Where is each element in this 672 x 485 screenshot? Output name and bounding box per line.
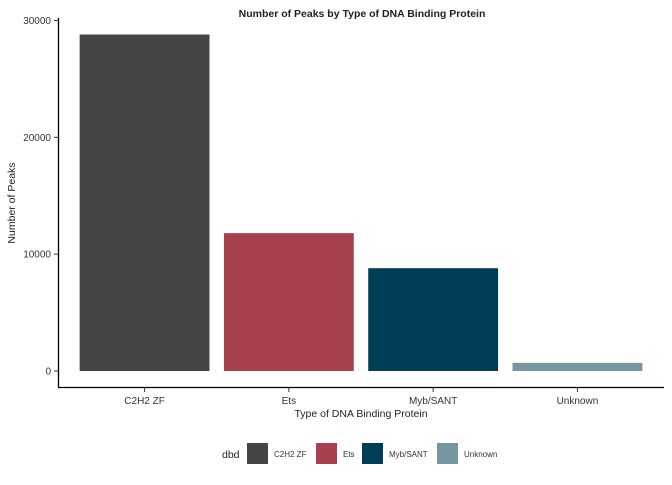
legend-key-ets (316, 443, 337, 464)
x-tick-label: Myb/SANT (409, 396, 457, 407)
legend-label: Ets (343, 450, 355, 459)
x-tick-label: C2H2 ZF (124, 396, 165, 407)
chart-title: Number of Peaks by Type of DNA Binding P… (239, 8, 486, 20)
x-tick-label: Unknown (557, 396, 599, 407)
legend-label: Unknown (464, 450, 497, 459)
legend-key-unknown (437, 443, 458, 464)
x-tick-label: Ets (282, 396, 296, 407)
legend: dbd C2H2 ZF Ets Myb/SANT Unknown (222, 443, 497, 464)
bar-myb-sant (368, 268, 499, 371)
legend-key-c2h2-zf (247, 443, 268, 464)
bar-unknown (512, 362, 643, 371)
y-tick-label: 20000 (23, 133, 51, 144)
plot-area (79, 34, 643, 372)
bar-ets (223, 233, 354, 371)
legend-label: Myb/SANT (389, 450, 428, 459)
x-axis-title: Type of DNA Binding Protein (294, 408, 427, 420)
y-axis-title: Number of Peaks (6, 162, 18, 243)
y-tick-label: 0 (45, 367, 51, 378)
legend-title: dbd (222, 449, 240, 461)
legend-key-myb-sant (362, 443, 383, 464)
y-tick-label: 10000 (23, 250, 51, 261)
legend-label: C2H2 ZF (274, 450, 307, 459)
y-tick-label: 30000 (23, 16, 51, 27)
bar-c2h2-zf (79, 34, 210, 372)
axes: 0 10000 20000 30000 C2H2 ZF Ets Myb/SANT Unknow… (23, 16, 598, 407)
